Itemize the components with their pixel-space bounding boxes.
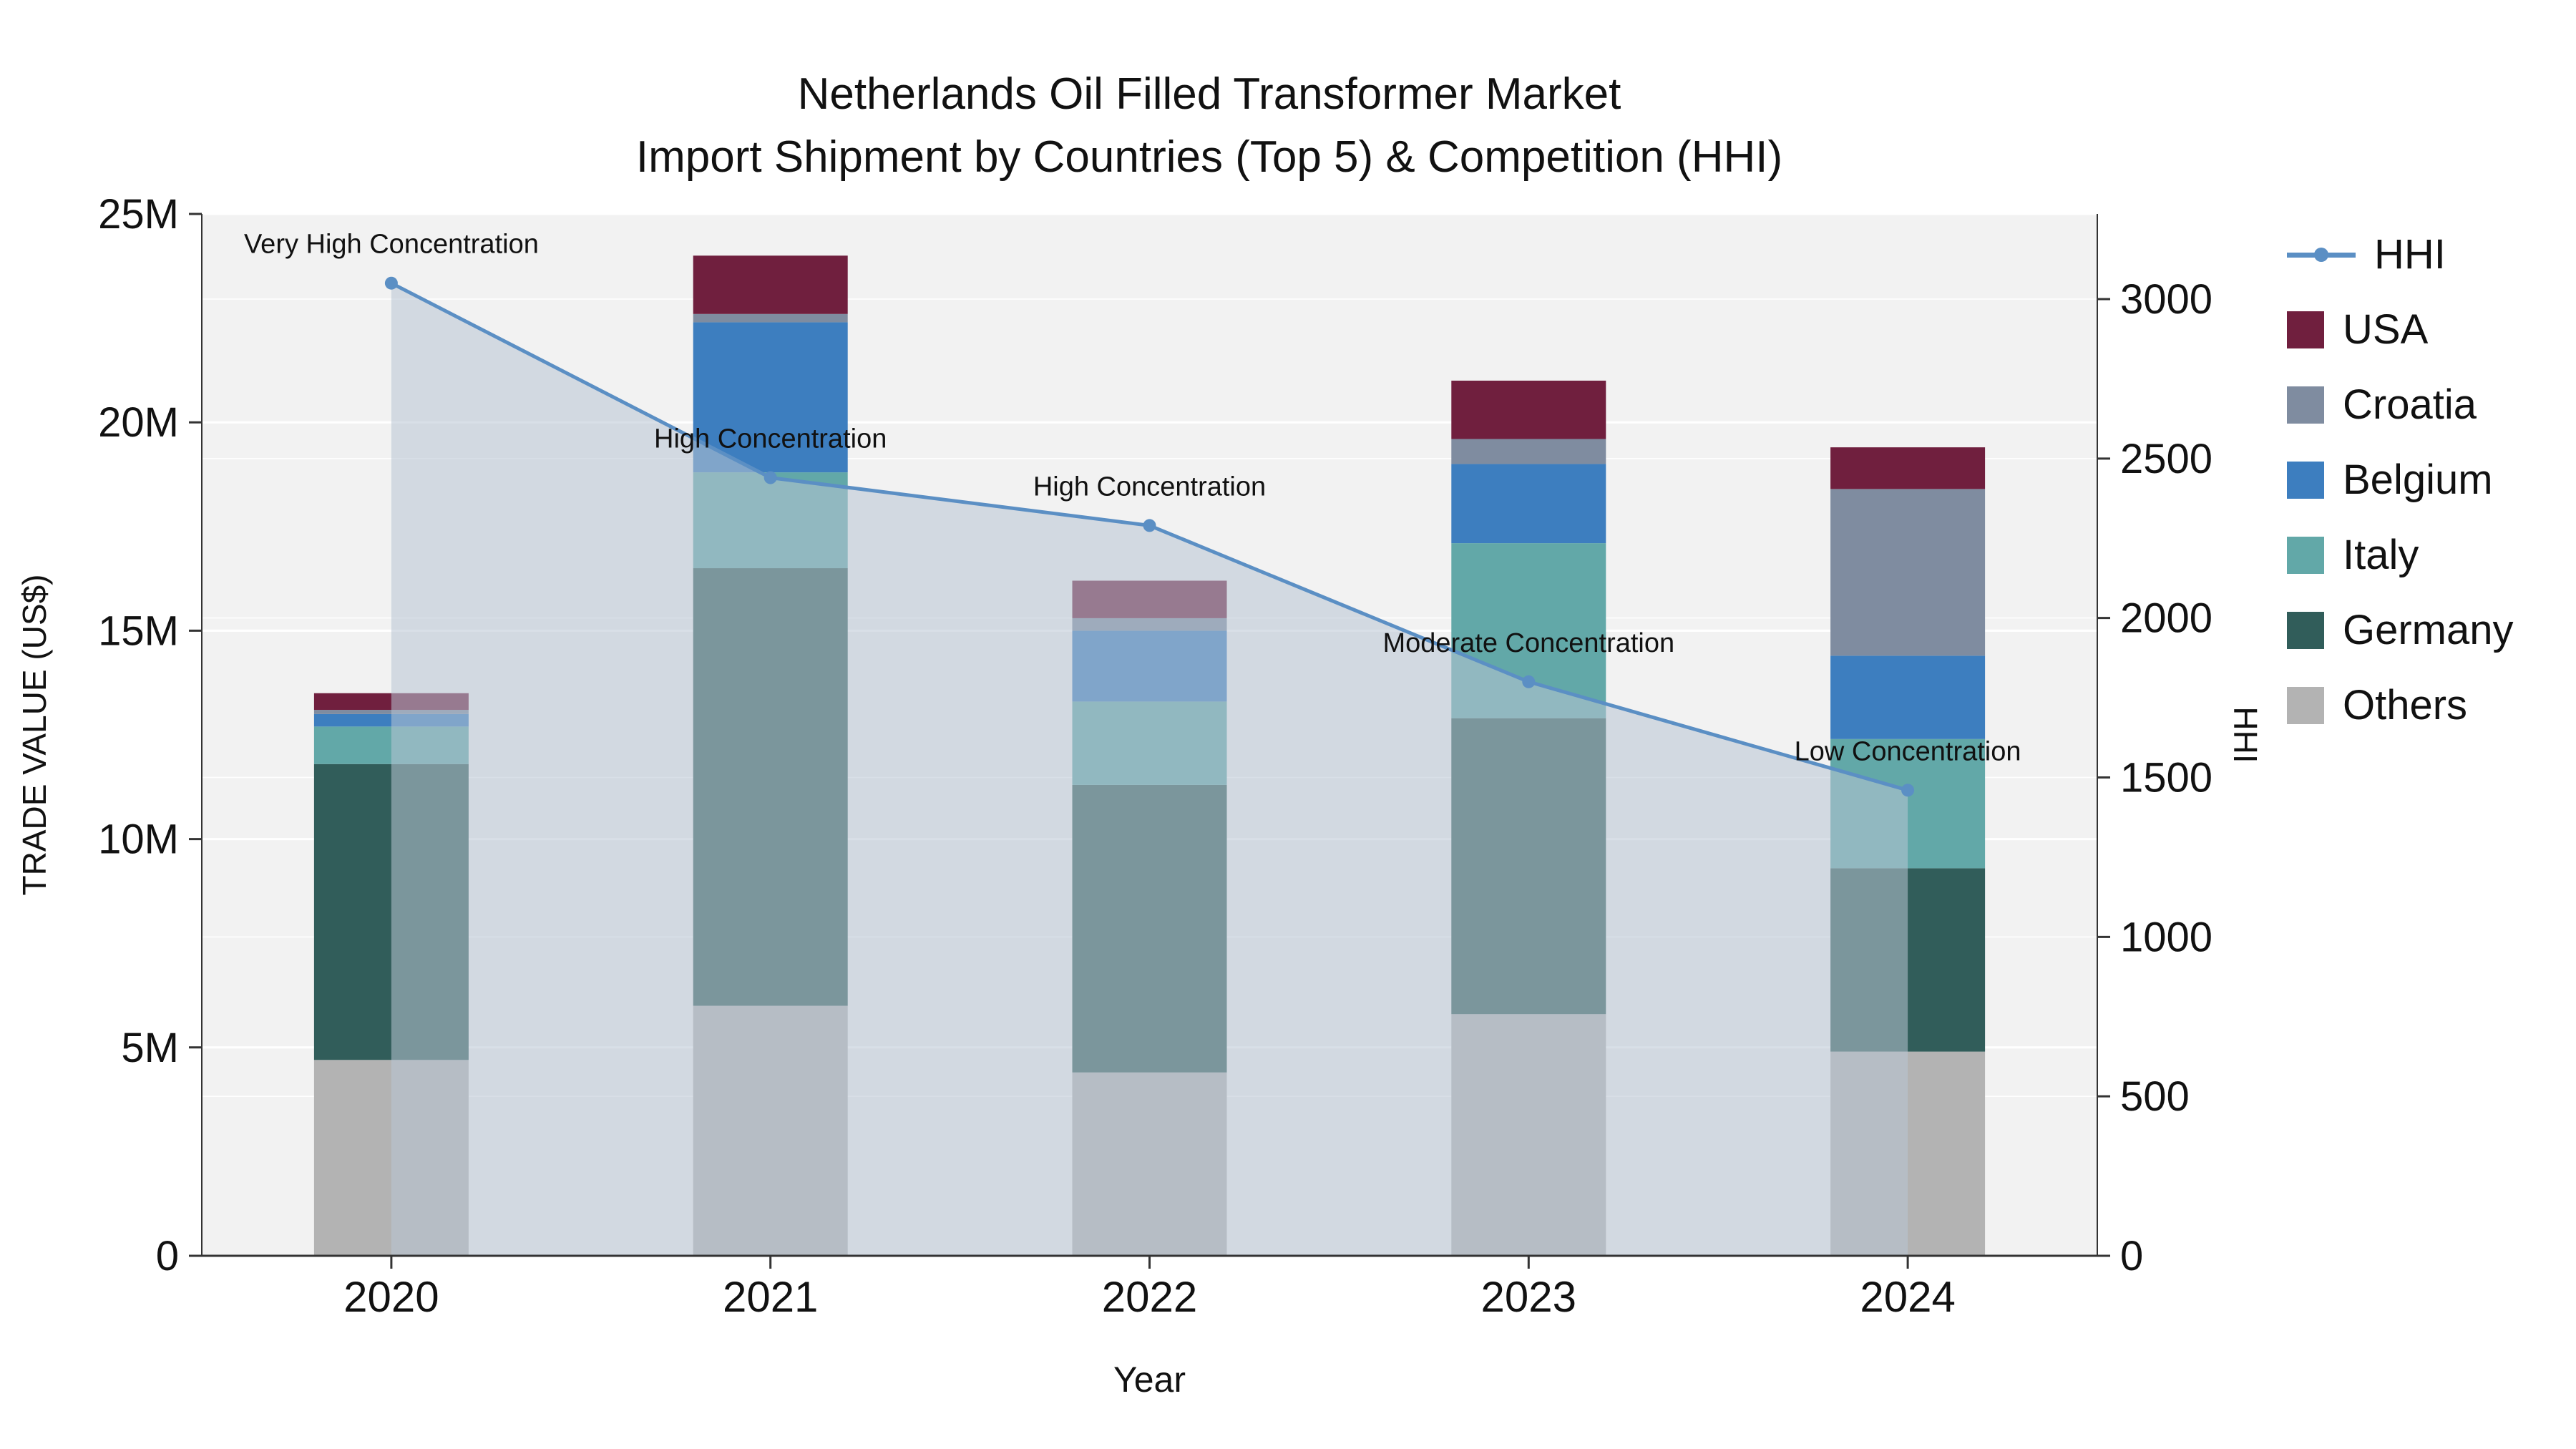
y-left-tick-label: 0 — [156, 1233, 179, 1279]
y-left-tick-label: 15M — [98, 608, 179, 654]
legend-label: Belgium — [2343, 457, 2493, 503]
bar-segment-usa-2021 — [693, 255, 848, 314]
bar-segment-belgium-2023 — [1451, 464, 1606, 544]
hhi-marker-2022 — [1143, 519, 1156, 532]
chart-title: Netherlands Oil Filled Transformer Marke… — [0, 63, 2419, 189]
y-right-tick-label: 1500 — [2120, 754, 2212, 801]
y-right-tick-label: 3000 — [2120, 276, 2212, 323]
x-tick-label-2020: 2020 — [343, 1273, 439, 1321]
hhi-annotation-2024: Low Concentration — [1795, 736, 2021, 766]
y-axis-right-title: HHI — [2227, 706, 2264, 763]
hhi-annotation-2021: High Concentration — [654, 424, 887, 454]
legend-item-germany: Germany — [2287, 606, 2514, 654]
y-right-tick-label: 2500 — [2120, 436, 2212, 482]
legend-square-swatch — [2287, 611, 2324, 649]
legend-item-usa: USA — [2287, 306, 2514, 353]
legend-label: HHI — [2374, 231, 2446, 278]
legend-square-swatch — [2287, 536, 2324, 574]
y-right-tick-label: 1000 — [2120, 914, 2212, 960]
y-left-tick-label: 10M — [98, 816, 179, 863]
legend-label: Others — [2343, 682, 2468, 728]
legend-label: Germany — [2343, 607, 2514, 653]
hhi-marker-2020 — [384, 276, 398, 290]
legend-label: USA — [2343, 306, 2429, 353]
legend-label: Italy — [2343, 532, 2419, 578]
legend-item-italy: Italy — [2287, 531, 2514, 579]
legend: HHI USA Croatia Belgium Italy Germany Others — [2287, 230, 2514, 729]
x-tick-label-2024: 2024 — [1860, 1273, 1955, 1321]
chart-title-line2: Import Shipment by Countries (Top 5) & C… — [635, 132, 1783, 182]
bar-segment-croatia-2024 — [1830, 489, 1986, 656]
x-axis-title: Year — [1113, 1360, 1186, 1400]
legend-square-swatch — [2287, 461, 2324, 499]
legend-item-belgium: Belgium — [2287, 456, 2514, 504]
bar-segment-usa-2024 — [1830, 447, 1986, 489]
bar-segment-croatia-2021 — [693, 313, 848, 323]
bar-segment-croatia-2023 — [1451, 439, 1606, 464]
hhi-marker-2021 — [763, 471, 777, 484]
hhi-annotation-2023: Moderate Concentration — [1382, 628, 1674, 658]
bar-segment-belgium-2021 — [693, 322, 848, 473]
legend-item-others: Others — [2287, 681, 2514, 729]
x-tick-label-2023: 2023 — [1481, 1273, 1576, 1321]
x-tick-label-2021: 2021 — [723, 1273, 818, 1321]
y-left-tick-label: 25M — [98, 191, 179, 238]
y-right-tick-label: 0 — [2120, 1233, 2143, 1279]
y-left-tick-label: 20M — [98, 399, 179, 446]
hhi-marker-2023 — [1522, 675, 1536, 688]
legend-item-croatia: Croatia — [2287, 381, 2514, 429]
bar-segment-usa-2023 — [1451, 380, 1606, 439]
chart-title-line1: Netherlands Oil Filled Transformer Marke… — [797, 69, 1621, 119]
y-left-tick-label: 5M — [121, 1025, 179, 1071]
legend-square-swatch — [2287, 386, 2324, 424]
bar-segment-belgium-2024 — [1830, 655, 1986, 739]
hhi-area — [391, 283, 1908, 1256]
legend-square-swatch — [2287, 686, 2324, 724]
y-right-tick-label: 2000 — [2120, 595, 2212, 642]
legend-square-swatch — [2287, 311, 2324, 348]
legend-line-swatch — [2287, 236, 2356, 273]
legend-item-hhi: HHI — [2287, 230, 2514, 278]
hhi-marker-2024 — [1901, 784, 1915, 797]
legend-label: Croatia — [2343, 381, 2477, 428]
y-right-tick-label: 500 — [2120, 1073, 2190, 1120]
y-axis-left-title: TRADE VALUE (US$) — [16, 574, 53, 895]
x-tick-label-2022: 2022 — [1102, 1273, 1197, 1321]
hhi-annotation-2020: Very High Concentration — [244, 230, 539, 260]
hhi-annotation-2022: High Concentration — [1033, 472, 1266, 502]
